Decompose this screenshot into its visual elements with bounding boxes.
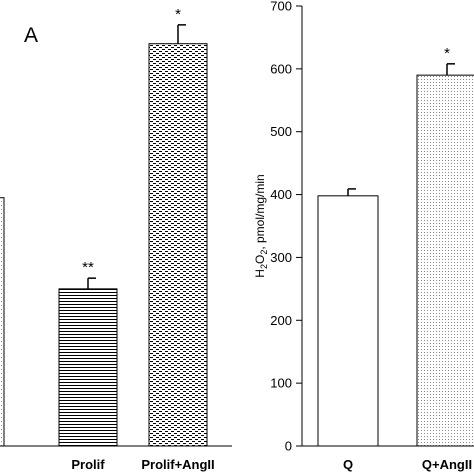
bar-0-1 — [58, 288, 118, 447]
y-tick-label-4: 400 — [270, 187, 292, 202]
y-ticks-b: 0 100 200 300 400 500 600 700 — [270, 0, 302, 454]
significance-0-1: ** — [82, 259, 94, 276]
x-labels-b: Q Q+AngII — [343, 457, 472, 472]
y-tick-label-0: 0 — [285, 439, 292, 454]
y-tick-label-6: 600 — [270, 61, 292, 76]
x-tick-label-1-0: Q — [343, 457, 353, 472]
x-labels-a: gIIProlifProlif+AngII — [71, 457, 214, 472]
y-tick-label-2: 200 — [270, 313, 292, 328]
y-tick-label-3: 300 — [270, 250, 292, 265]
y-tick-label-7: 700 — [270, 0, 292, 14]
x-tick-label-0-2: Prolif+AngII — [141, 457, 214, 472]
bar-0-2 — [148, 43, 208, 447]
y-tick-label-5: 500 — [270, 124, 292, 139]
bars-a: *** — [0, 6, 208, 447]
x-tick-label-0-1: Prolif — [71, 457, 105, 472]
bars-b: * — [317, 45, 474, 447]
y-tick-label-1: 100 — [270, 376, 292, 391]
bar-1-1 — [416, 74, 474, 447]
panel-label: A — [24, 24, 38, 47]
bar-1-0 — [317, 195, 379, 447]
x-tick-label-1-1: Q+AngII — [422, 457, 472, 472]
significance-1-1: * — [444, 45, 450, 62]
panel-b: 0 100 200 300 400 500 600 700 * Q Q+AngII H2O2, … — [253, 0, 474, 472]
bar-0-0 — [0, 197, 5, 447]
panel-a: A *** gIIProlifProlif+AngII — [0, 6, 232, 472]
significance-0-2: * — [175, 6, 181, 23]
y-axis-label-b: H2O2, pmol/mg/min — [253, 174, 269, 277]
